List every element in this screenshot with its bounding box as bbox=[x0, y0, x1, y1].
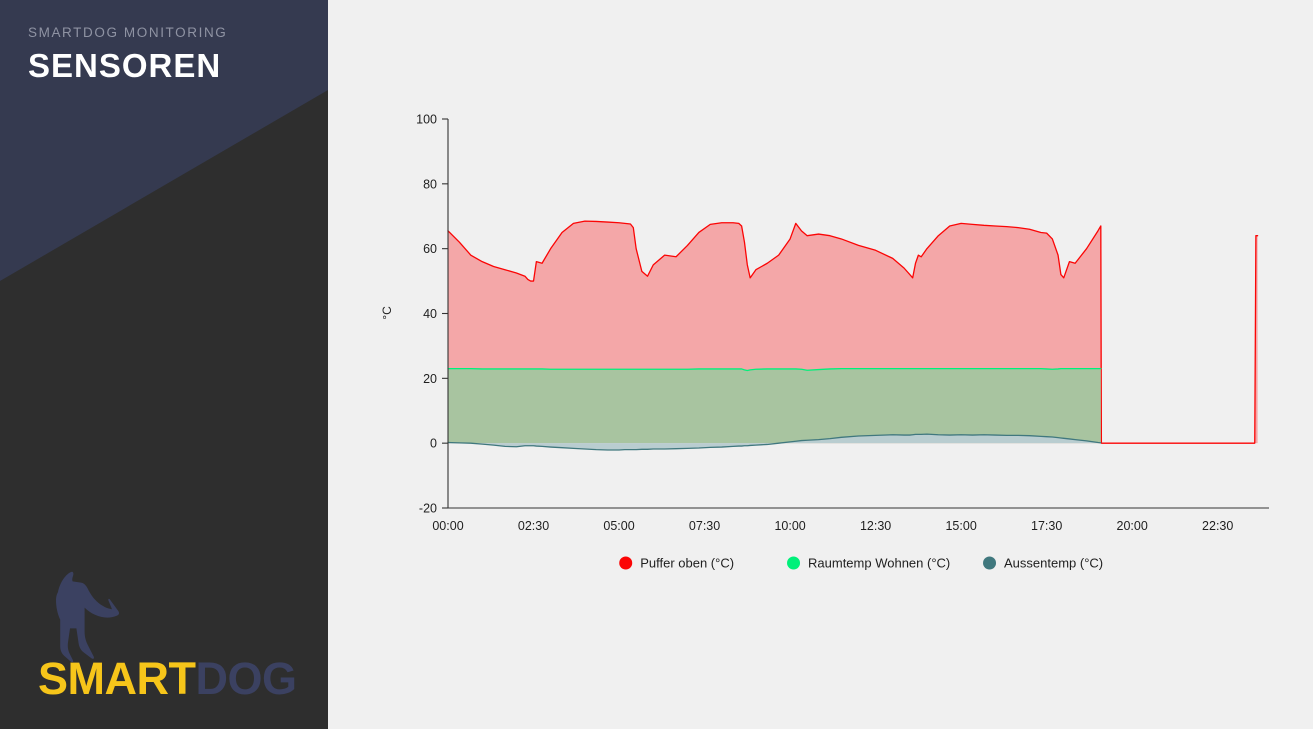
x-tick-label: 05:00 bbox=[603, 519, 634, 533]
dog-silhouette-icon bbox=[56, 571, 120, 662]
series-area bbox=[448, 368, 1101, 444]
brand-eyebrow: SMARTDOG MONITORING bbox=[28, 25, 228, 40]
series-line bbox=[447, 220, 1259, 444]
x-tick-label: 07:30 bbox=[689, 519, 720, 533]
legend-marker[interactable] bbox=[787, 556, 801, 570]
x-tick-label: 17:30 bbox=[1031, 519, 1062, 533]
y-tick-label: 0 bbox=[430, 437, 437, 451]
x-tick-label: 10:00 bbox=[774, 519, 805, 533]
chart-legend[interactable]: Puffer oben (°C) Raumtemp Wohnen (°C) Auss… bbox=[619, 556, 1103, 571]
legend-label[interactable]: Aussentemp (°C) bbox=[1004, 556, 1103, 571]
series-line bbox=[447, 367, 1102, 372]
x-tick-label: 02:30 bbox=[518, 519, 549, 533]
y-tick-label: 20 bbox=[423, 372, 437, 386]
page-header: SMARTDOG MONITORING SENSOREN bbox=[28, 26, 227, 82]
sidebar-panel: SMARTDOG MONITORING SENSOREN SMARTDOG bbox=[0, 0, 328, 729]
y-tick-label: 40 bbox=[423, 307, 437, 321]
legend-marker[interactable] bbox=[983, 556, 997, 570]
x-tick-label: 15:00 bbox=[945, 519, 976, 533]
legend-label[interactable]: Puffer oben (°C) bbox=[640, 556, 734, 571]
chart-series-layer bbox=[447, 220, 1259, 451]
y-tick-label: 60 bbox=[423, 242, 437, 256]
x-tick-label: 00:00 bbox=[432, 519, 463, 533]
chart-panel: -20 0 20 40 60 80 100 00:00 02:30 05:00 07:30 10:00… bbox=[328, 0, 1313, 729]
legend-label[interactable]: Raumtemp Wohnen (°C) bbox=[808, 556, 950, 571]
x-tick-label: 12:30 bbox=[860, 519, 891, 533]
logo-word-dog: DOG bbox=[195, 653, 297, 704]
logo-wordmark: SMARTDOG bbox=[38, 656, 298, 701]
y-tick-label: 80 bbox=[423, 177, 437, 191]
x-tick-label: 22:30 bbox=[1202, 519, 1233, 533]
legend-marker[interactable] bbox=[619, 556, 633, 570]
page-title: SENSOREN bbox=[28, 46, 222, 84]
y-tick-label: 100 bbox=[416, 113, 437, 127]
x-tick-label: 20:00 bbox=[1117, 519, 1148, 533]
sensor-area-chart[interactable]: -20 0 20 40 60 80 100 00:00 02:30 05:00 07:30 10:00… bbox=[328, 0, 1313, 729]
chart-axes-layer: -20 0 20 40 60 80 100 00:00 02:30 05:00 07:30 10:00… bbox=[416, 113, 1269, 533]
y-axis-title: °C bbox=[380, 306, 394, 320]
y-tick-label: -20 bbox=[419, 502, 437, 516]
series-area bbox=[448, 434, 1101, 450]
logo-word-smart: SMART bbox=[38, 653, 196, 704]
series-line bbox=[447, 433, 1102, 451]
brand-logo: SMARTDOG bbox=[38, 570, 298, 701]
